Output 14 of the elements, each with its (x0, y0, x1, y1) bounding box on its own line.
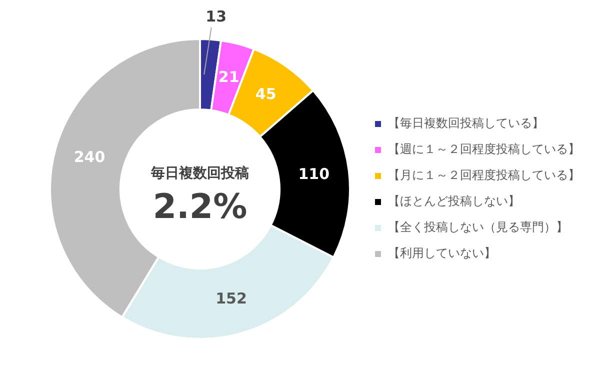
legend-label: 【毎日複数回投稿している】 (388, 116, 544, 130)
legend-label: 【利用していない】 (388, 246, 496, 260)
data-label: 110 (298, 164, 330, 183)
legend-label: 【ほとんど投稿しない】 (388, 194, 520, 208)
data-label: 240 (74, 148, 106, 166)
data-label: 21 (218, 68, 240, 86)
data-label: 45 (255, 84, 276, 103)
data-label: 13 (206, 7, 227, 26)
data-label: 152 (216, 289, 247, 308)
legend-label: 【月に１～２回程度投稿している】 (388, 168, 580, 182)
text: 2.2% (152, 186, 248, 227)
text: 毎日複数回投稿 (150, 164, 249, 182)
legend-label: 【週に１～２回程度投稿している】 (388, 142, 580, 156)
legend-label: 【全く投稿しない（見る専門）】 (388, 220, 568, 234)
